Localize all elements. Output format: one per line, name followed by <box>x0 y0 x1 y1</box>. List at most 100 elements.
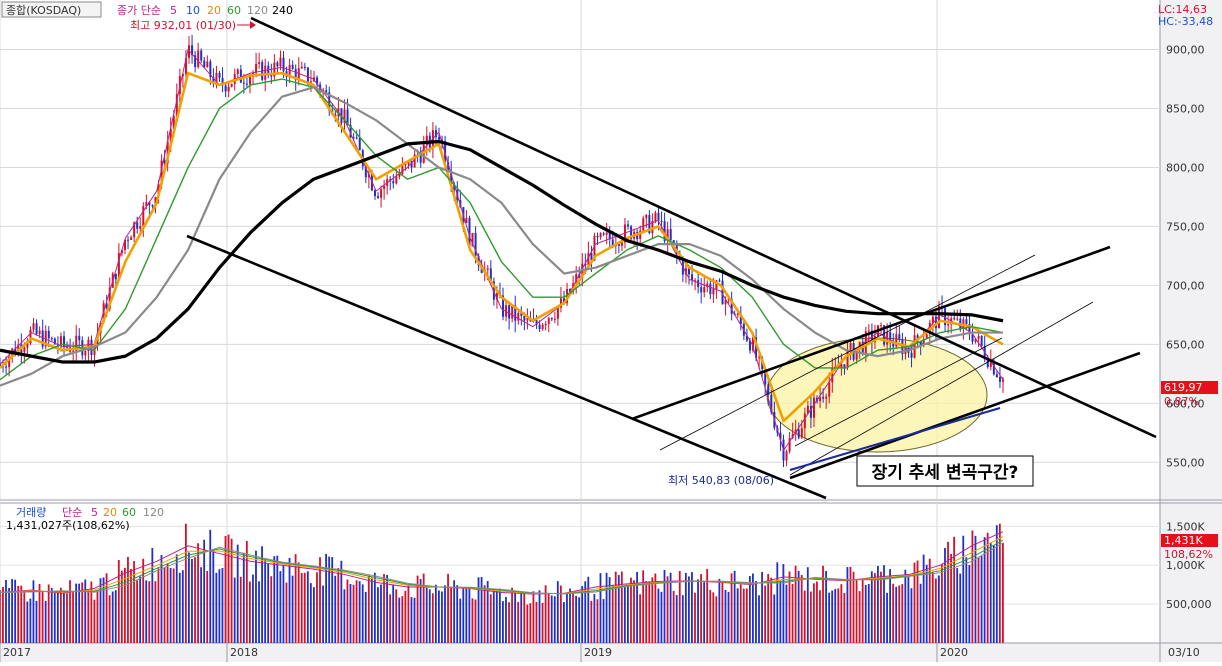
volume-bar <box>788 571 791 643</box>
candle-body <box>666 229 669 242</box>
last-price-value: 619,97 <box>1164 381 1203 394</box>
candle-body <box>8 356 11 368</box>
hc-label: HC:-33,48 <box>1158 15 1213 28</box>
volume-bar <box>925 564 928 643</box>
last-price-tag <box>1161 381 1218 394</box>
last-change-value: 0,87% <box>1164 395 1199 408</box>
candle-body <box>316 77 319 85</box>
candle-body <box>849 343 852 350</box>
candle-body <box>492 281 495 300</box>
candle-body <box>206 61 209 68</box>
volume-bar <box>995 525 998 643</box>
candle-body <box>145 202 148 207</box>
candle-body <box>450 172 453 185</box>
volume-bar <box>66 593 68 643</box>
candle-body <box>218 72 221 78</box>
candle-body <box>700 287 703 293</box>
high-price-note: 최고 932,01 (01/30) <box>130 19 236 32</box>
volume-bar <box>736 588 739 643</box>
candle-body <box>611 239 614 247</box>
candle-body <box>352 137 355 139</box>
candle-body <box>151 205 154 207</box>
volume-ma-line <box>0 531 1004 595</box>
volume-bar <box>581 586 584 643</box>
volume-bar <box>148 581 151 643</box>
volume-bar <box>428 589 431 643</box>
candle-body <box>517 312 520 321</box>
volume-bar <box>791 583 794 643</box>
volume-bar <box>517 601 520 643</box>
volume-bar <box>678 570 681 643</box>
candle-body <box>913 335 916 358</box>
volume-bar <box>529 603 532 643</box>
volume-bar <box>172 568 175 643</box>
price-tick-label: 550,00 <box>1166 456 1205 469</box>
volume-bar <box>627 586 629 643</box>
volume-bar <box>0 590 1 643</box>
volume-bar <box>322 585 324 643</box>
volume-bar <box>974 535 977 643</box>
candle-body <box>569 288 572 293</box>
candle-body <box>575 274 578 284</box>
candle-body <box>977 336 980 339</box>
volume-bar <box>657 588 660 643</box>
candle-body <box>657 212 660 221</box>
candle-body <box>380 189 383 198</box>
date-tick-label: 2019 <box>584 646 612 659</box>
candle-body <box>986 358 989 367</box>
volume-bar <box>977 557 980 643</box>
candle-body <box>846 349 849 368</box>
candle-body <box>797 429 800 438</box>
volume-bar <box>84 579 87 643</box>
volume-bar <box>145 580 148 643</box>
candle-body <box>727 298 730 300</box>
candle-body <box>209 61 212 78</box>
volume-bar <box>306 571 309 643</box>
volume-bar <box>465 587 468 643</box>
volume-bar <box>721 582 724 643</box>
candle-body <box>630 226 633 239</box>
volume-bar <box>474 599 477 643</box>
volume-bar <box>508 602 510 643</box>
candle-body <box>130 237 133 240</box>
volume-bar <box>748 576 751 643</box>
candle-body <box>127 239 130 241</box>
volume-bar <box>861 578 864 643</box>
current-volume-text: 1,431,027주(108,62%) <box>6 519 130 532</box>
candle-body <box>279 57 282 67</box>
ma-line-60 <box>0 78 1004 381</box>
volume-bar <box>370 577 373 643</box>
price-tick-label: 600,00 <box>1166 397 1205 410</box>
volume-bar <box>87 590 90 643</box>
volume-bar <box>636 571 638 643</box>
volume-bar <box>32 580 35 643</box>
volume-bar <box>26 601 29 643</box>
candle-body <box>191 45 194 56</box>
candle-body <box>892 342 895 347</box>
volume-bar <box>462 587 465 643</box>
volume-bar <box>755 581 757 643</box>
volume-bar <box>255 550 257 643</box>
volume-bar <box>953 536 956 643</box>
volume-bar <box>99 578 102 643</box>
volume-bar <box>69 580 71 643</box>
volume-bar <box>291 575 294 643</box>
volume-bar <box>276 555 279 643</box>
candle-body <box>184 57 187 75</box>
candle-body <box>154 197 157 207</box>
volume-bar <box>846 567 849 643</box>
volume-bar <box>819 590 821 643</box>
volume-bar <box>584 581 587 643</box>
volume-bar <box>782 564 785 643</box>
volume-bar <box>654 573 657 643</box>
candle-body <box>724 299 727 305</box>
volume-bar <box>715 596 718 643</box>
volume-bar <box>191 558 193 643</box>
volume-bar <box>419 579 422 643</box>
volume-bar <box>870 571 873 643</box>
volume-bar <box>547 593 550 643</box>
volume-bar <box>261 546 263 643</box>
volume-bar <box>959 573 962 643</box>
volume-bar <box>230 538 233 643</box>
volume-bar <box>447 573 449 643</box>
